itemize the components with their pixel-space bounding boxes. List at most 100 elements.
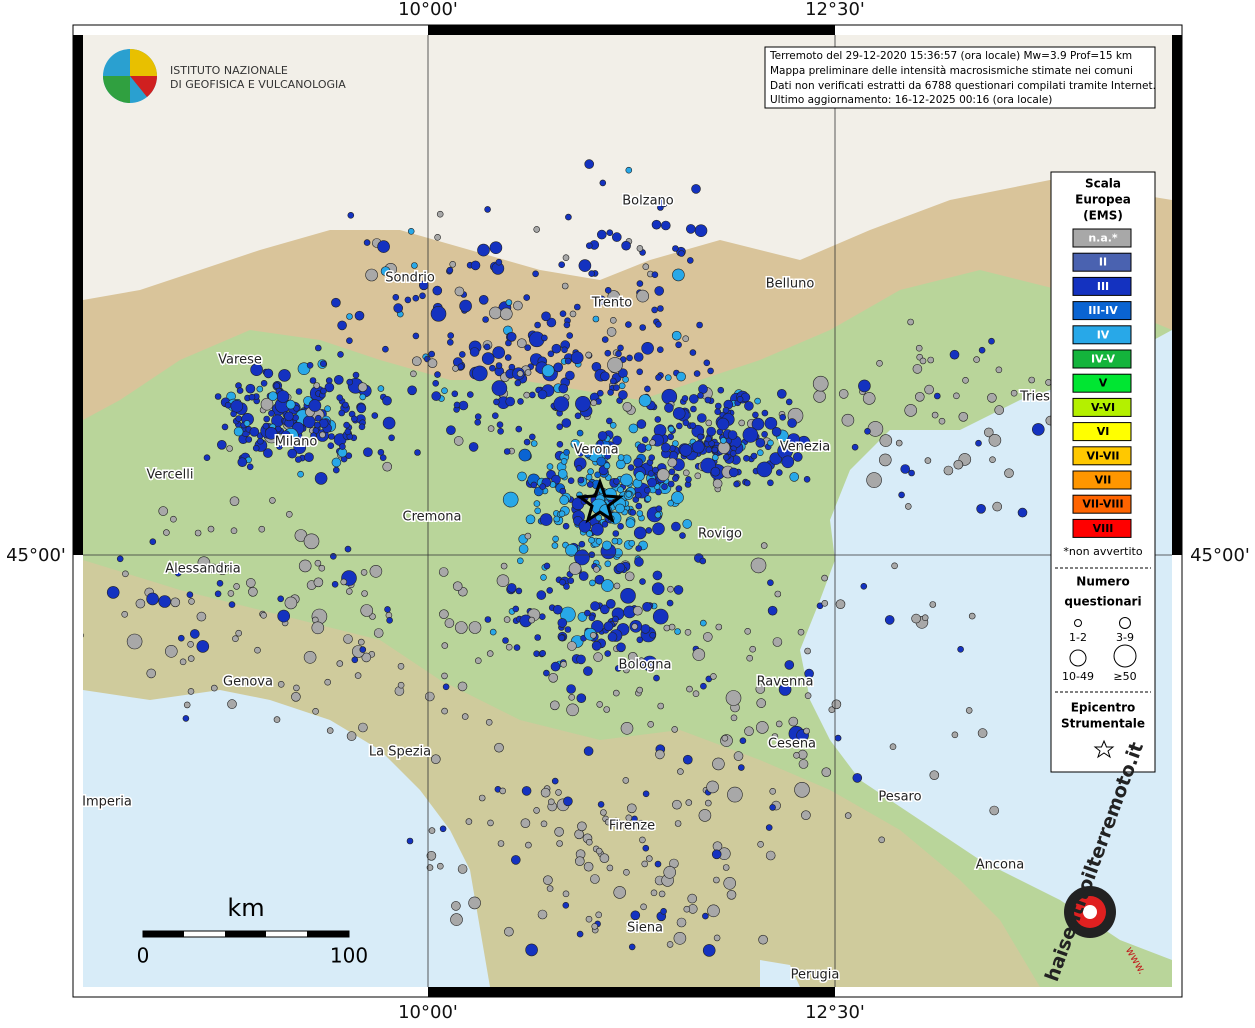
intensity-point bbox=[651, 582, 665, 596]
intensity-point bbox=[589, 579, 596, 587]
intensity-point bbox=[83, 633, 84, 638]
epicenter bbox=[575, 477, 625, 524]
intensity-point bbox=[314, 414, 322, 422]
intensity-point bbox=[765, 824, 773, 831]
legend-label: V-VI bbox=[1091, 401, 1115, 414]
intensity-point bbox=[668, 468, 676, 476]
intensity-point bbox=[682, 335, 690, 343]
intensity-point bbox=[563, 583, 570, 590]
intensity-point bbox=[555, 789, 562, 796]
intensity-point bbox=[386, 616, 393, 624]
info-text: Terremoto del 29-12-2020 15:36:57 (ora l… bbox=[769, 50, 1156, 106]
intensity-point bbox=[803, 727, 810, 735]
intensity-point bbox=[625, 321, 632, 328]
intensity-point bbox=[736, 395, 744, 403]
intensity-point bbox=[558, 634, 566, 642]
intensity-point bbox=[663, 865, 677, 879]
intensity-point bbox=[771, 733, 779, 740]
intensity-point bbox=[574, 829, 584, 840]
intensity-point bbox=[623, 868, 630, 876]
intensity-point bbox=[615, 562, 626, 573]
legend-size-label: 10-49 bbox=[1062, 670, 1094, 683]
intensity-point bbox=[612, 530, 620, 537]
intensity-point bbox=[629, 922, 636, 929]
intensity-point bbox=[158, 506, 168, 516]
intensity-point bbox=[347, 212, 355, 219]
intensity-point bbox=[617, 486, 624, 494]
intensity-point bbox=[233, 426, 244, 437]
intensity-point bbox=[633, 352, 644, 362]
legend-label: III-IV bbox=[1088, 304, 1118, 317]
intensity-point bbox=[635, 502, 643, 510]
intensity-point bbox=[801, 810, 811, 821]
intensity-point bbox=[755, 684, 766, 694]
intensity-point bbox=[719, 437, 727, 444]
intensity-point bbox=[295, 388, 303, 395]
intensity-point bbox=[645, 855, 653, 862]
intensity-point bbox=[514, 379, 522, 387]
intensity-point bbox=[721, 734, 729, 742]
intensity-point bbox=[230, 527, 238, 535]
intensity-point bbox=[622, 376, 629, 383]
intensity-point bbox=[534, 634, 542, 641]
intensity-point bbox=[474, 657, 482, 665]
intensity-point bbox=[641, 341, 654, 355]
city-label: Rovigo bbox=[698, 527, 742, 542]
intensity-point bbox=[664, 403, 674, 413]
intensity-point bbox=[583, 746, 594, 756]
intensity-point bbox=[502, 637, 509, 644]
intensity-point bbox=[567, 477, 575, 485]
intensity-point bbox=[588, 536, 595, 544]
intensity-point bbox=[564, 357, 572, 365]
intensity-point bbox=[346, 378, 354, 386]
intensity-point bbox=[609, 316, 617, 324]
intensity-point bbox=[583, 861, 594, 872]
intensity-point bbox=[565, 543, 578, 557]
intensity-point bbox=[601, 520, 609, 528]
intensity-point bbox=[710, 466, 721, 477]
intensity-point bbox=[584, 159, 595, 169]
intensity-point bbox=[654, 511, 662, 519]
intensity-point bbox=[804, 647, 811, 655]
intensity-point bbox=[656, 346, 664, 354]
intensity-point bbox=[578, 259, 592, 272]
intensity-point bbox=[764, 416, 778, 430]
intensity-point bbox=[562, 890, 570, 898]
intensity-point bbox=[149, 538, 157, 546]
intensity-point bbox=[397, 681, 405, 689]
intensity-point bbox=[302, 415, 316, 429]
intensity-point bbox=[548, 672, 559, 683]
intensity-point bbox=[146, 668, 156, 679]
intensity-point bbox=[576, 654, 586, 665]
intensity-point bbox=[574, 549, 590, 566]
intensity-point bbox=[667, 433, 675, 441]
intensity-point bbox=[655, 374, 662, 381]
intensity-point bbox=[994, 405, 1005, 415]
intensity-point bbox=[226, 445, 233, 452]
city-label: Genova bbox=[223, 675, 273, 690]
intensity-point bbox=[658, 890, 666, 898]
intensity-point bbox=[628, 423, 639, 434]
intensity-point bbox=[609, 421, 617, 429]
intensity-point bbox=[197, 556, 211, 570]
intensity-point bbox=[178, 634, 185, 642]
intensity-point bbox=[430, 305, 447, 322]
intensity-point bbox=[713, 876, 720, 884]
intensity-point bbox=[595, 911, 603, 919]
intensity-point bbox=[672, 407, 686, 420]
intensity-point bbox=[196, 640, 210, 653]
intensity-point bbox=[277, 680, 285, 688]
intensity-point bbox=[122, 570, 129, 578]
intensity-point bbox=[552, 535, 559, 543]
intensity-point bbox=[436, 210, 444, 218]
intensity-point bbox=[789, 472, 800, 482]
intensity-point bbox=[862, 392, 876, 405]
intensity-point bbox=[737, 764, 745, 771]
intensity-point bbox=[397, 662, 405, 670]
intensity-point bbox=[804, 668, 814, 679]
intensity-point bbox=[699, 619, 707, 627]
intensity-point bbox=[556, 440, 564, 448]
intensity-point bbox=[547, 350, 555, 358]
intensity-point bbox=[313, 577, 324, 588]
intensity-point bbox=[170, 515, 177, 523]
